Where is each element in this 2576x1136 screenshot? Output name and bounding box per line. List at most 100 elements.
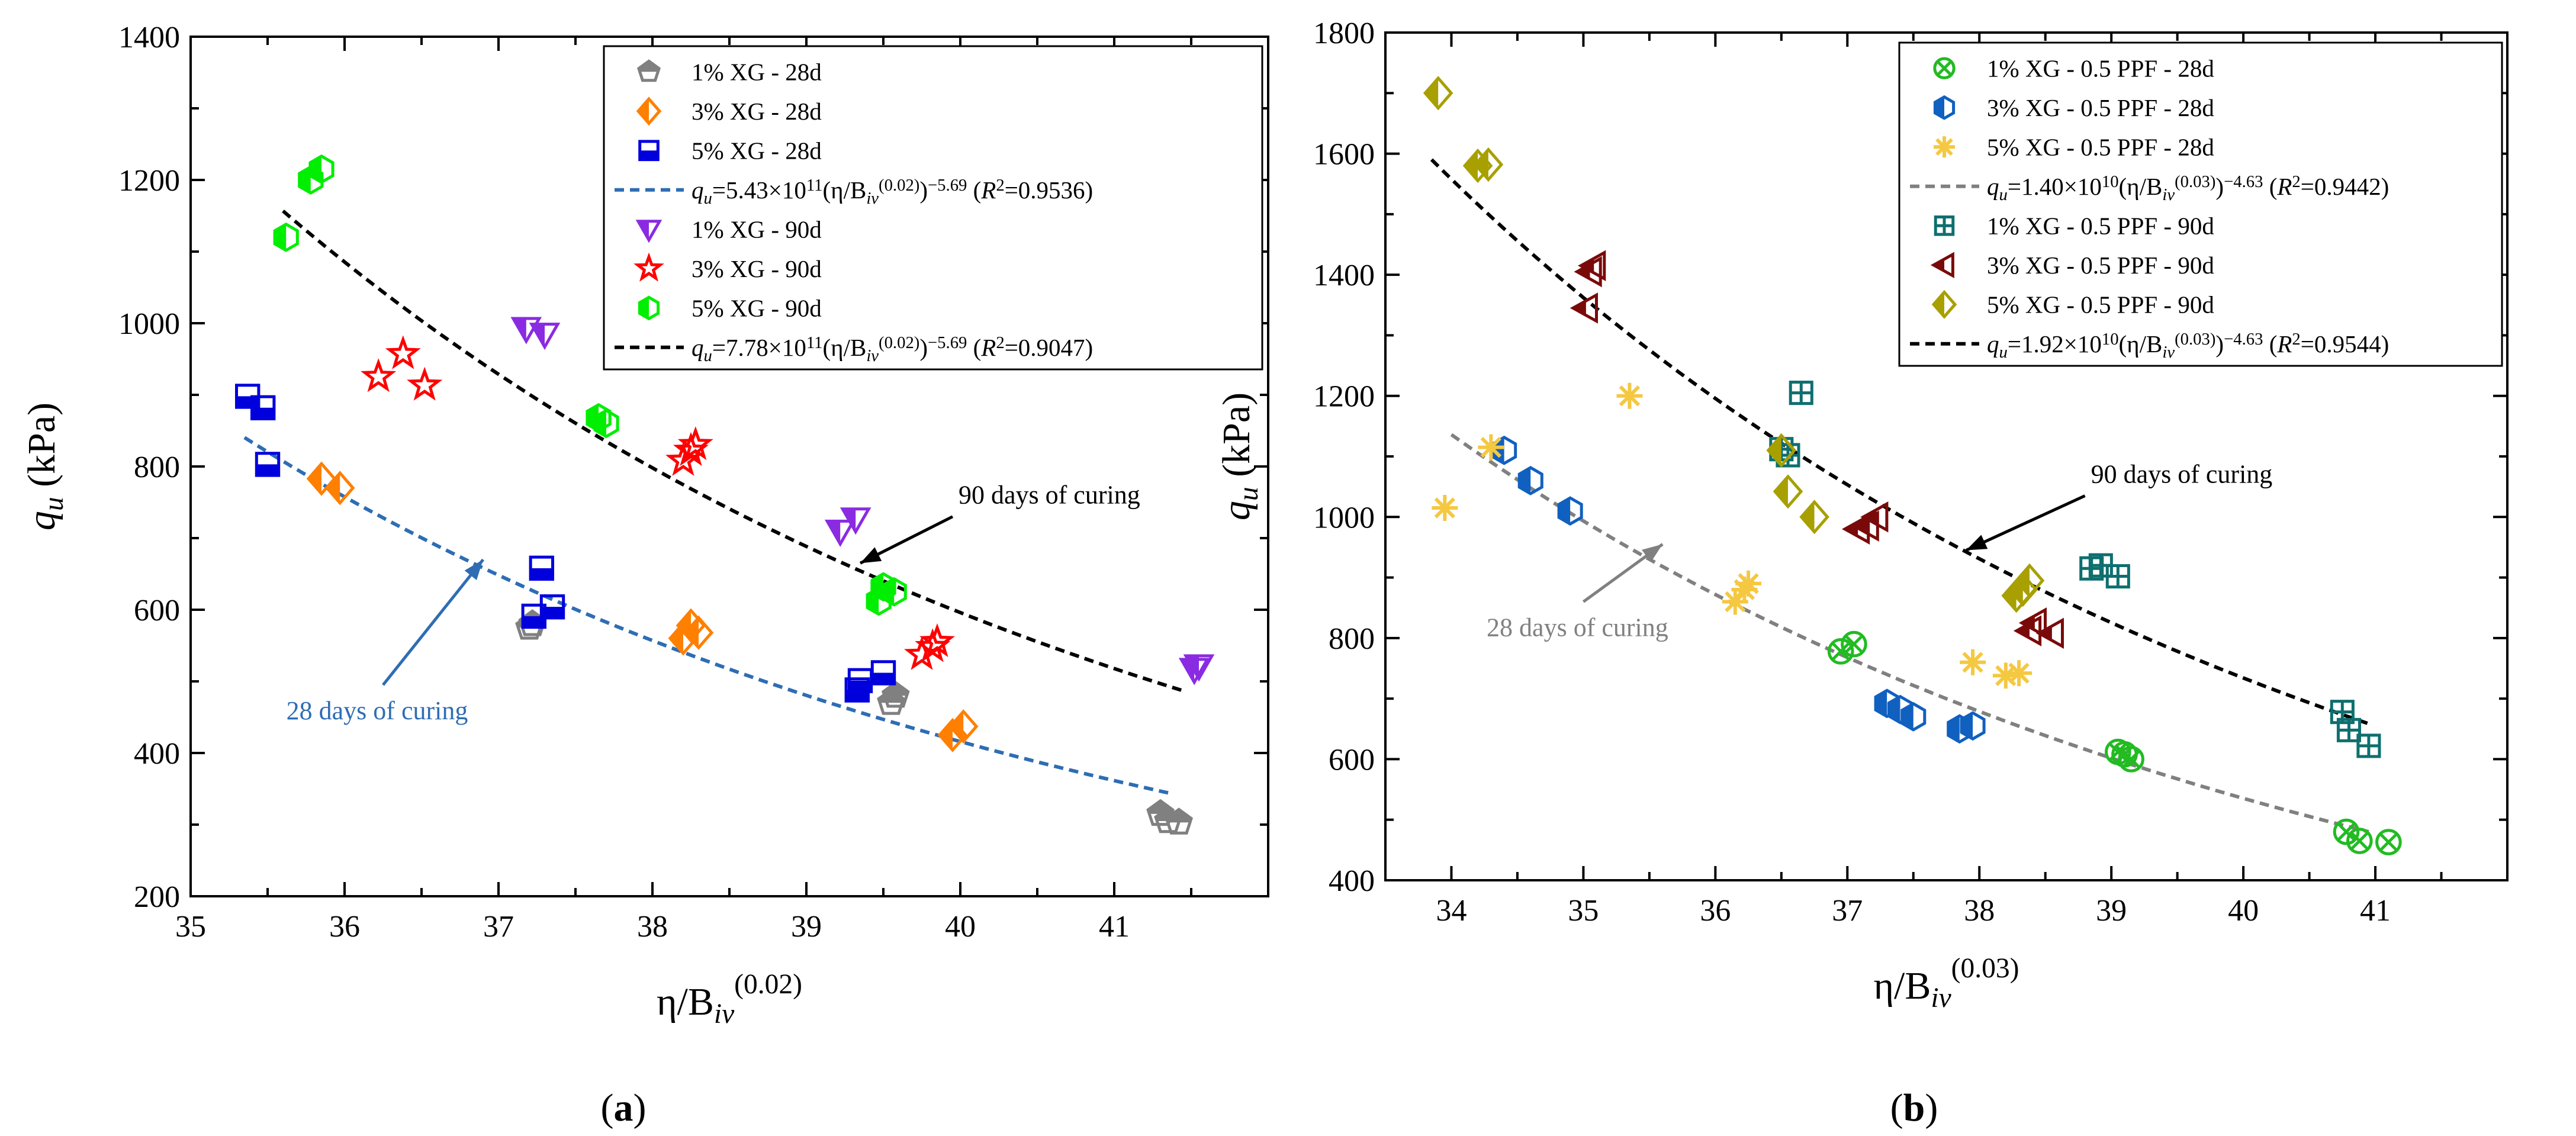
y-tick-label: 800 <box>1329 622 1375 656</box>
y-tick-label: 800 <box>134 450 180 484</box>
data-point-series-5 <box>1799 500 1829 535</box>
y-tick-label: 1000 <box>118 307 180 341</box>
legend-entry: 5% XG - 28d <box>692 137 822 164</box>
data-point-series-3 <box>1183 654 1215 682</box>
data-point-series-0 <box>881 681 910 708</box>
data-point-series-3 <box>529 323 561 350</box>
data-point-series-3 <box>2356 733 2381 758</box>
data-point-series-5 <box>870 572 896 602</box>
data-point-series-2 <box>255 452 281 477</box>
data-point-series-1 <box>683 615 714 650</box>
x-tick-label: 38 <box>1964 894 1995 928</box>
data-point-series-3 <box>824 519 856 547</box>
legend-marker <box>1934 215 1955 236</box>
data-point-series-4 <box>1578 250 1606 282</box>
x-tick-label: 38 <box>637 910 668 944</box>
data-point-series-0 <box>2333 818 2360 845</box>
data-point-series-4 <box>407 366 443 401</box>
legend-marker <box>636 96 662 126</box>
data-point-series-1 <box>324 471 355 506</box>
data-point-series-2 <box>1735 570 1762 597</box>
data-point-series-2 <box>1432 494 1458 521</box>
data-point-series-2 <box>529 555 554 581</box>
x-tick-label: 39 <box>791 910 822 944</box>
legend-marker <box>633 252 664 282</box>
data-point-series-2 <box>1960 649 1986 675</box>
annotation-arrow-head <box>1642 544 1663 562</box>
y-tick-label: 1000 <box>1313 501 1375 535</box>
legend-entry: 1% XG - 28d <box>692 58 822 85</box>
chart-panel-b: 34 35 36 37 38 39 40 41 400 600 800 1000 1200 1400 160… <box>1215 17 2509 1129</box>
data-point-series-4 <box>2018 607 2047 639</box>
data-point-series-5 <box>308 154 335 184</box>
x-tick-label: 40 <box>2228 894 2259 928</box>
panel-label-a: (a) <box>601 1086 647 1129</box>
chart-panel-a: 35 36 37 38 39 40 41 200 400 600 800 1000 1200 1400 η/… <box>20 21 1269 1129</box>
data-point-series-2 <box>1478 434 1504 461</box>
y-tick-label: 1600 <box>1313 138 1375 172</box>
legend-marker <box>1931 289 1957 319</box>
y-tick-label: 400 <box>134 737 180 771</box>
legend-entry: qu=7.78×1011(η/Biv(0.02))−5.69 (R2=0.904… <box>692 333 1093 365</box>
legend-box <box>1898 41 2503 367</box>
data-point-series-2 <box>870 660 896 686</box>
y-tick-label: 1200 <box>118 164 180 198</box>
data-point-series-0 <box>2346 828 2373 854</box>
y-tick-label: 600 <box>1329 743 1375 777</box>
legend-entry: qu=1.92×1010(η/Biv(0.03))−4.63 (R2=0.954… <box>1987 330 2389 362</box>
data-point-series-2 <box>2006 660 2033 687</box>
y-tick-label: 1200 <box>1313 380 1375 414</box>
legend-marker <box>636 59 661 82</box>
x-axis-label: η/Biv(0.03) <box>1874 953 2019 1013</box>
data-point-series-5 <box>593 408 619 439</box>
data-point-series-1 <box>1517 466 1543 495</box>
legend-entry: 1% XG - 90d <box>692 215 822 243</box>
x-tick-label: 37 <box>1832 894 1863 928</box>
fit-line-90d <box>1430 158 2369 726</box>
data-point-series-0 <box>1827 638 1854 665</box>
annotation-text: 90 days of curing <box>959 481 1140 510</box>
data-point-series-3 <box>1789 381 1813 406</box>
data-point-series-0 <box>2375 829 2402 855</box>
annotation-arrow-head <box>860 547 882 564</box>
data-point-series-4 <box>677 426 713 461</box>
data-point-series-1 <box>948 709 979 744</box>
legend-entry: 3% XG - 0.5 PPF - 28d <box>1987 94 2214 121</box>
x-tick-label: 37 <box>483 910 514 944</box>
data-point-series-0 <box>1841 630 1867 658</box>
legend-marker <box>1934 136 1955 158</box>
fit-line-28d <box>1450 433 2369 834</box>
annotation-arrow-head <box>464 559 483 580</box>
x-tick-label: 41 <box>1099 910 1130 944</box>
fit-line-28d <box>243 436 1169 795</box>
data-point-series-4 <box>919 623 956 657</box>
data-point-series-3 <box>510 317 542 345</box>
y-tick-label: 200 <box>134 880 180 914</box>
data-point-series-1 <box>306 461 337 496</box>
legend-entry: qu=5.43×1011(η/Biv(0.02))−5.69 (R2=0.953… <box>692 176 1093 208</box>
legend-marker <box>1933 57 1956 79</box>
legend-entry: 5% XG - 0.5 PPF - 28d <box>1987 133 2214 160</box>
x-tick-label: 34 <box>1436 894 1467 928</box>
legend-marker <box>635 220 663 243</box>
legend-entry: 5% XG - 0.5 PPF - 90d <box>1987 291 2214 318</box>
data-point-series-0 <box>2118 746 2144 773</box>
y-tick-label: 1400 <box>118 21 180 54</box>
data-point-series-2 <box>521 603 546 629</box>
legend-entry: 3% XG - 0.5 PPF - 90d <box>1987 252 2214 279</box>
data-point-series-2 <box>847 668 873 693</box>
data-point-series-4 <box>361 358 397 392</box>
annotation-arrow <box>1965 494 2086 552</box>
x-tick-label: 35 <box>1568 894 1599 928</box>
legend-entry: qu=1.40×1010(η/Biv(0.03))−4.63 (R2=0.944… <box>1987 172 2389 204</box>
legend-entry: 3% XG - 90d <box>692 255 822 282</box>
panel-label-b: (b) <box>1890 1086 1938 1129</box>
data-point-series-5 <box>1773 474 1803 509</box>
x-tick-label: 40 <box>945 910 976 944</box>
data-point-series-2 <box>250 395 276 420</box>
data-point-series-3 <box>2105 564 2130 589</box>
data-point-series-4 <box>1860 501 1889 533</box>
annotation-text: 28 days of curing <box>1487 613 1668 642</box>
data-point-series-5 <box>1766 433 1797 468</box>
x-tick-label: 41 <box>2360 894 2391 928</box>
